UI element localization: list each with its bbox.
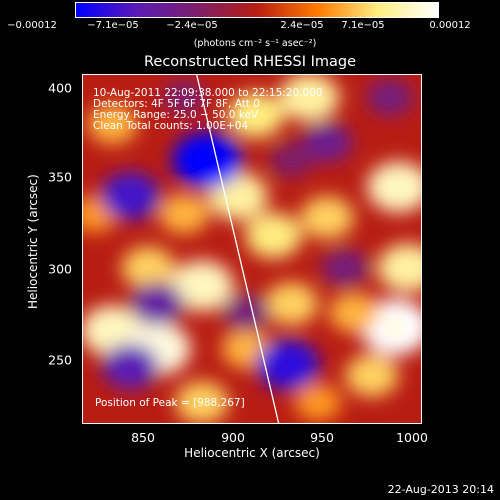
colorbar-tick-label: −2.4e−05 [166, 20, 218, 31]
positive-flux-blob [367, 161, 422, 213]
negative-flux-blob [223, 294, 270, 332]
annotation-energy-range: Energy Range: 25.0 − 50.0 keV [93, 109, 259, 121]
positive-flux-blob [159, 194, 209, 234]
peak-hotspot [388, 320, 403, 335]
positive-flux-blob [245, 212, 302, 259]
x-axis-label: Heliocentric X (arcsec) [184, 446, 320, 460]
positive-flux-blob [294, 383, 342, 422]
colorbar-tick-label: 2.4e−05 [280, 20, 324, 31]
positive-flux-blob [279, 74, 340, 122]
x-tick-label: 900 [221, 430, 245, 445]
colorbar-tick-label: −7.1e−05 [87, 20, 139, 31]
positive-flux-blob [377, 243, 422, 292]
colorbar-units: (photons cm⁻² s⁻¹ asec⁻²) [193, 38, 317, 49]
x-tick-label: 850 [131, 430, 155, 445]
negative-flux-blob [321, 249, 369, 287]
colorbar-tick-label: −0.00012 [7, 20, 57, 31]
negative-flux-blob [269, 142, 314, 178]
colorbar [75, 2, 439, 18]
y-tick-label: 250 [48, 352, 72, 368]
y-tick-label: 400 [48, 80, 72, 96]
annotation-detectors: Detectors: 4F 5F 6F 7F 8F, Att 0 [93, 98, 260, 110]
y-tick-label: 350 [48, 169, 72, 185]
heatmap-svg [82, 74, 422, 424]
negative-flux-blob [302, 122, 353, 163]
positive-flux-blob [227, 92, 284, 138]
positive-flux-blob [121, 246, 175, 290]
plot-title: Reconstructed RHESSI Image [143, 54, 357, 70]
negative-flux-blob [172, 132, 243, 189]
timestamp: 22-Aug-2013 20:14 [387, 483, 494, 496]
negative-flux-blob [256, 339, 320, 391]
positive-flux-blob [175, 381, 229, 424]
y-tick-label: 300 [48, 261, 72, 277]
positive-flux-blob [170, 260, 234, 312]
negative-flux-blob [366, 78, 414, 116]
positive-flux-blob [329, 292, 379, 333]
annotation-peak-position: Position of Peak = [988,267] [95, 397, 245, 409]
negative-flux-blob [130, 282, 184, 326]
negative-flux-blob [100, 172, 161, 221]
positive-flux-blob [87, 104, 138, 145]
heatmap-plot [82, 74, 422, 424]
positive-flux-blob [264, 282, 319, 326]
negative-flux-blob [162, 80, 206, 115]
colorbar-tick-label: 7.1e−05 [341, 20, 385, 31]
plot-frame [82, 74, 422, 424]
negative-flux-blob [101, 343, 159, 390]
positive-flux-blob [345, 354, 399, 397]
annotation-clean-counts: Clean Total counts: 1.00E+04 [93, 120, 249, 132]
solar-limb-line [195, 74, 280, 424]
x-tick-label: 950 [310, 430, 334, 445]
x-tick-label: 1000 [396, 430, 428, 445]
colorbar-tick-label: 0.00012 [429, 20, 471, 31]
y-axis-label: Heliocentric Y (arcsec) [26, 174, 40, 309]
positive-flux-blob [300, 196, 354, 239]
annotation-time-range: 10-Aug-2011 22:09:38.000 to 22:15:20.000 [93, 87, 323, 99]
